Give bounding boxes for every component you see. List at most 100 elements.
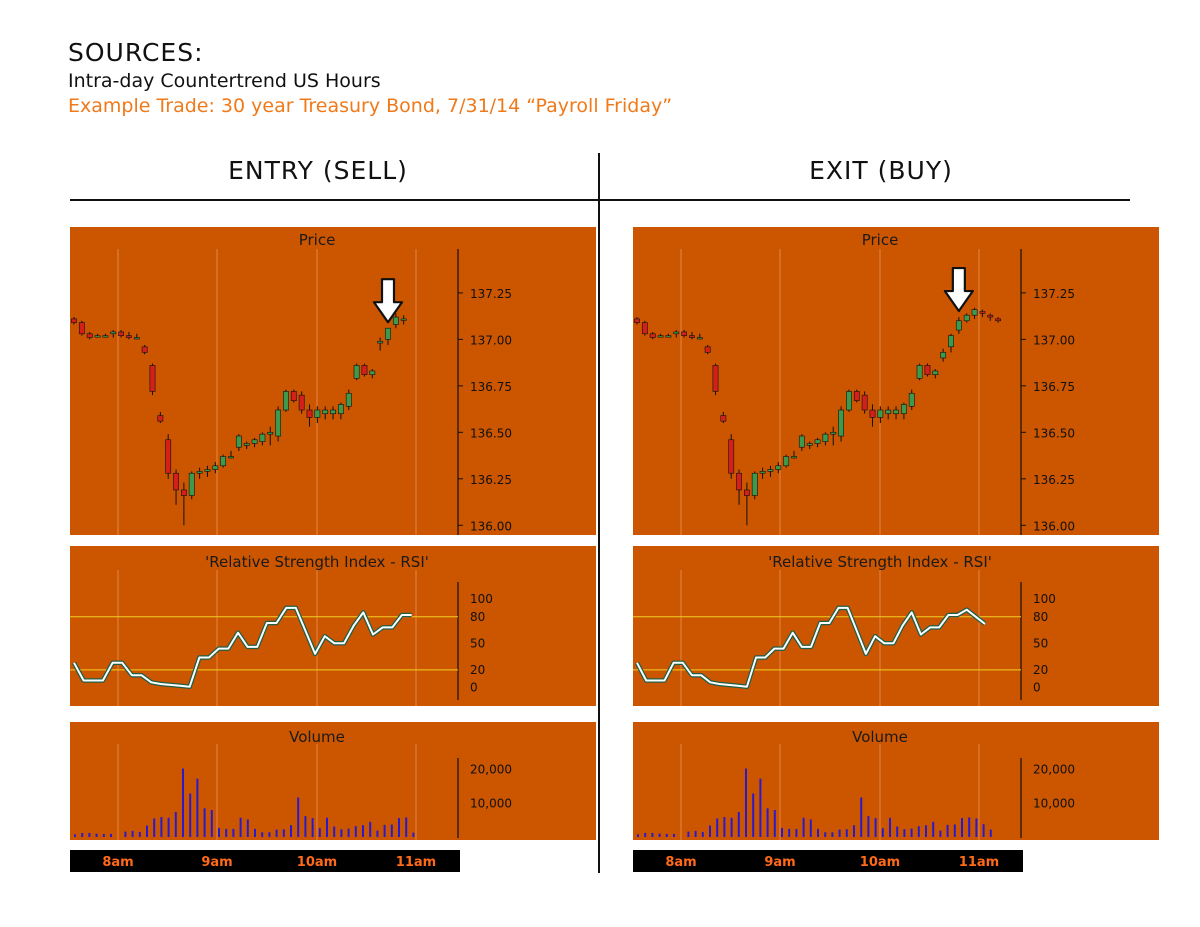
entry-candle-body — [251, 439, 258, 444]
exit-rsi-tick-label: 80 — [1033, 610, 1048, 624]
exit-price-tick-label: 137.00 — [1033, 333, 1075, 347]
exit-time-axis-bar — [633, 850, 1023, 872]
exit-candle-body — [657, 335, 664, 338]
entry-volume-tick-label: 10,000 — [470, 796, 512, 810]
entry-candle-body — [133, 337, 140, 340]
exit-candle-body — [720, 415, 727, 422]
entry-price-title: Price — [299, 231, 336, 249]
exit-price-tick-label: 136.50 — [1033, 426, 1075, 440]
entry-candle-body — [275, 409, 281, 437]
entry-candle-body — [298, 394, 305, 411]
exit-volume-tick-label: 10,000 — [1033, 796, 1075, 810]
exit-candle-body — [932, 370, 939, 375]
exit-candle-body — [987, 314, 994, 318]
entry-candle-body — [306, 409, 313, 418]
exit-candle-body — [712, 365, 719, 392]
entry-candle-body — [235, 435, 242, 448]
exit-candle-body — [673, 331, 680, 335]
exit-price-tick-label: 136.00 — [1033, 519, 1075, 533]
exit-time-label: 9am — [764, 855, 795, 870]
entry-time-label: 10am — [297, 855, 337, 870]
exit-candle-body — [979, 311, 986, 314]
entry-candle-body — [353, 365, 360, 379]
entry-rsi-tick-label: 80 — [470, 610, 485, 624]
exit-candle-body — [783, 456, 790, 467]
entry-candle-body — [78, 322, 85, 335]
exit-price-tick-label: 136.25 — [1033, 473, 1075, 487]
exit-rsi-line — [636, 606, 986, 688]
exit-rsi-tick-label: 20 — [1033, 663, 1048, 677]
entry-time-label: 8am — [102, 855, 133, 870]
exit-candle-body — [830, 432, 837, 435]
exit-rsi-panel — [633, 546, 1159, 706]
exit-candle-body — [736, 472, 742, 491]
entry-chart: Price 137.25 137.00 136.75 136.50 136.25 136.0… — [70, 227, 596, 872]
exit-candle-body — [908, 392, 915, 407]
example-trade-caption: Example Trade: 30 year Treasury Bond, 7/… — [68, 95, 673, 117]
entry-rsi-panel — [70, 546, 596, 706]
exit-volume-tick-label: 20,000 — [1033, 763, 1075, 777]
page-title: SOURCES: — [68, 38, 204, 67]
entry-candle-body — [165, 439, 172, 474]
entry-candle-body — [377, 340, 384, 344]
exit-price-tick-label: 136.75 — [1033, 380, 1075, 394]
exit-candle-body — [751, 472, 758, 496]
entry-candle-body — [149, 365, 156, 392]
exit-volume-panel — [633, 722, 1159, 840]
column-divider — [598, 153, 600, 873]
exit-time-label: 10am — [860, 855, 900, 870]
entry-candle-body — [157, 415, 164, 422]
exit-candle-body — [861, 394, 868, 411]
page-subtitle: Intra-day Countertrend US Hours — [68, 70, 381, 92]
exit-candle-body — [916, 365, 923, 379]
entry-rsi-tick-label: 20 — [470, 663, 485, 677]
exit-candle-body — [885, 409, 892, 415]
entry-volume-tick-label: 20,000 — [470, 763, 512, 777]
exit-candle-body — [775, 465, 782, 470]
entry-price-tick-label: 137.00 — [470, 333, 512, 347]
exit-candle-body — [963, 314, 970, 322]
entry-candle-body — [141, 346, 148, 353]
exit-candle-body — [649, 333, 656, 338]
entry-candle-body — [322, 409, 329, 415]
entry-rsi-title: 'Relative Strength Index - RSI' — [205, 553, 429, 571]
exit-candle-body — [696, 337, 703, 340]
entry-signal-arrow-icon — [372, 278, 404, 324]
entry-candle-body — [392, 316, 399, 325]
exit-candle-body — [846, 391, 852, 411]
entry-price-tick-label: 136.25 — [470, 473, 512, 487]
entry-candle-body — [204, 469, 211, 472]
entry-candle-body — [181, 489, 187, 496]
exit-price-tick-label: 137.25 — [1033, 287, 1075, 301]
exit-candle-body — [948, 335, 954, 348]
entry-candle-body — [283, 391, 289, 411]
exit-candle-body — [971, 309, 978, 316]
exit-candle-body — [665, 335, 672, 338]
exit-candle-body — [877, 409, 884, 418]
exit-candle-body — [806, 443, 813, 446]
entry-candle-body — [400, 318, 407, 321]
exit-signal-arrow-icon — [943, 266, 974, 313]
entry-candle-body — [94, 335, 101, 338]
entry-candle-body — [385, 327, 391, 340]
exit-time-label: 8am — [665, 855, 696, 870]
entry-candle-body — [330, 409, 336, 415]
entry-candle-body — [86, 333, 93, 338]
exit-candle-body — [798, 435, 805, 448]
exit-candle-body — [900, 404, 907, 415]
entry-price-tick-label: 136.00 — [470, 519, 512, 533]
exit-candle-body — [634, 318, 640, 323]
exit-candle-body — [814, 439, 821, 444]
entry-candle-body — [173, 472, 179, 491]
entry-candle-body — [290, 391, 297, 402]
entry-column-title: ENTRY (SELL) — [228, 156, 408, 185]
entry-time-label: 9am — [201, 855, 232, 870]
entry-rsi-tick-label: 50 — [470, 636, 485, 650]
exit-price-panel — [633, 227, 1159, 535]
entry-candle-body — [361, 365, 368, 375]
exit-candle-body — [995, 318, 1001, 322]
header-divider — [70, 199, 1130, 201]
exit-candle-body — [681, 331, 687, 336]
entry-volume-title: Volume — [289, 728, 345, 746]
